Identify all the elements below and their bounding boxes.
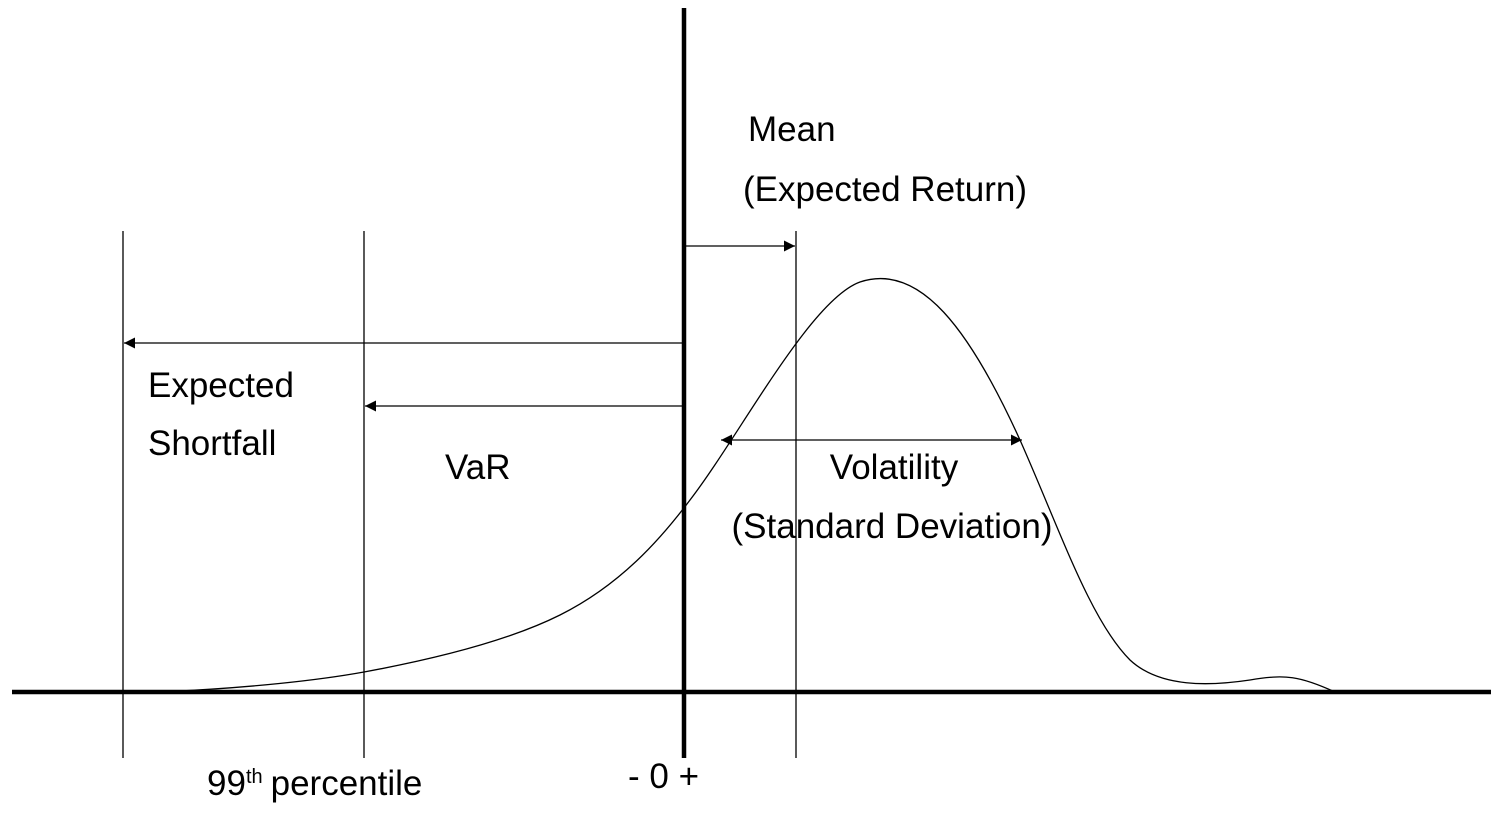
volatility-label: Volatility	[830, 448, 959, 487]
percentile-text: percentile	[271, 764, 423, 803]
mean-label: Mean	[748, 110, 836, 149]
percentile-number: 99	[207, 764, 246, 803]
origin-label: - 0 +	[628, 757, 699, 796]
percentile-label: 99th percentile	[207, 764, 422, 803]
percentile-suffix: th	[246, 766, 263, 788]
expected-shortfall-label: Shortfall	[148, 424, 276, 463]
distribution-curve	[159, 277, 1336, 693]
expected-shortfall-label: Expected	[148, 366, 294, 405]
mean-label: (Expected Return)	[743, 170, 1027, 209]
var-label: VaR	[445, 448, 511, 487]
volatility-label: (Standard Deviation)	[732, 507, 1053, 546]
